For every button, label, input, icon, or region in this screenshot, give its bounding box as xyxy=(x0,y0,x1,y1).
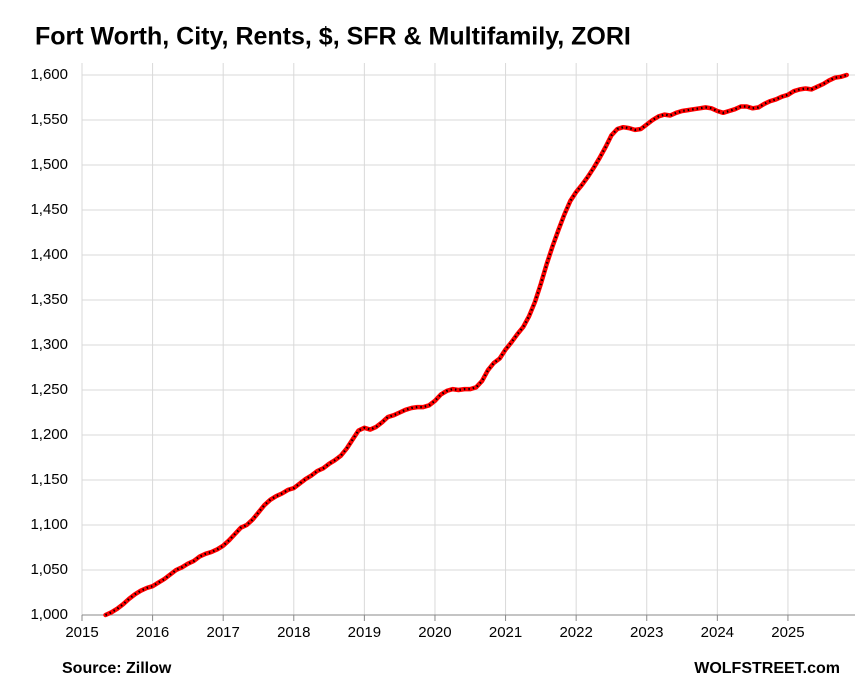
x-tick-label: 2017 xyxy=(206,624,239,641)
y-tick-label: 1,150 xyxy=(30,471,68,488)
y-tick-label: 1,500 xyxy=(30,156,68,173)
x-tick-label: 2021 xyxy=(489,624,522,641)
x-tick-label: 2023 xyxy=(630,624,663,641)
x-tick-label: 2020 xyxy=(418,624,451,641)
x-tick-label: 2025 xyxy=(771,624,804,641)
y-tick-label: 1,400 xyxy=(30,246,68,263)
x-tick-label: 2015 xyxy=(65,624,98,641)
y-tick-label: 1,550 xyxy=(30,111,68,128)
source-note: Source: Zillow xyxy=(62,660,172,677)
y-tick-label: 1,450 xyxy=(30,201,68,218)
y-tick-label: 1,200 xyxy=(30,426,68,443)
chart-title: Fort Worth, City, Rents, $, SFR & Multif… xyxy=(35,23,631,51)
x-tick-label: 2019 xyxy=(348,624,381,641)
y-tick-label: 1,350 xyxy=(30,291,68,308)
x-tick-label: 2018 xyxy=(277,624,310,641)
y-tick-label: 1,050 xyxy=(30,561,68,578)
series-markers xyxy=(105,73,848,617)
y-tick-label: 1,100 xyxy=(30,516,68,533)
y-tick-label: 1,250 xyxy=(30,381,68,398)
y-tick-label: 1,000 xyxy=(30,606,68,623)
x-tick-label: 2016 xyxy=(136,624,169,641)
y-tick-label: 1,600 xyxy=(30,66,68,83)
x-tick-label: 2024 xyxy=(701,624,734,641)
x-tick-label: 2022 xyxy=(559,624,592,641)
credit-note: WOLFSTREET.com xyxy=(694,660,840,677)
y-tick-label: 1,300 xyxy=(30,336,68,353)
